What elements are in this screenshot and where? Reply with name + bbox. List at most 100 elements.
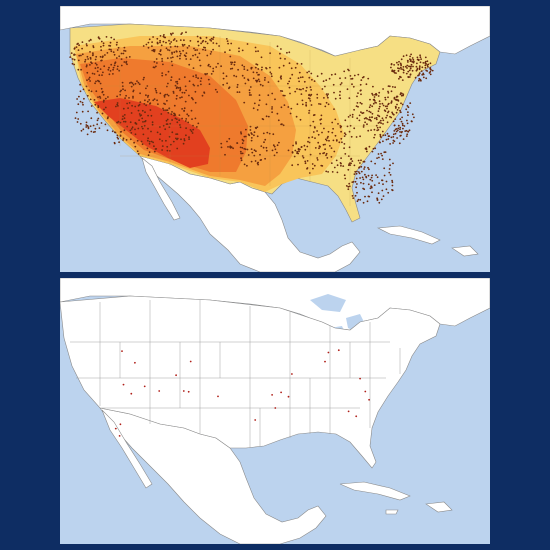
map-dot	[207, 63, 210, 66]
map-dot	[153, 61, 156, 63]
map-dot	[310, 89, 312, 91]
map-dot	[327, 351, 330, 354]
map-dot	[122, 115, 124, 118]
map-dot	[288, 51, 291, 54]
map-dot	[313, 164, 316, 167]
map-dot	[366, 109, 368, 112]
map-dot	[374, 133, 376, 136]
map-dot	[140, 140, 143, 143]
map-dot	[361, 176, 364, 179]
map-dot	[387, 92, 390, 94]
map-dot	[260, 56, 263, 59]
map-dot	[103, 65, 106, 68]
map-dot	[429, 62, 432, 65]
map-dot	[395, 106, 397, 109]
map-dot	[406, 122, 409, 125]
map-dot	[236, 86, 239, 88]
map-dot	[169, 122, 172, 125]
map-dot	[199, 64, 202, 67]
map-dot	[262, 146, 265, 149]
map-dot	[138, 113, 141, 115]
map-dot	[230, 61, 232, 64]
map-dot	[248, 89, 251, 92]
map-dot	[148, 38, 151, 41]
map-dot	[99, 82, 102, 85]
map-dot	[132, 97, 134, 99]
map-dot	[240, 131, 242, 133]
map-dot	[195, 74, 197, 77]
map-dot	[264, 157, 266, 160]
map-dot	[378, 91, 381, 94]
map-dot	[130, 132, 133, 134]
map-dot	[165, 119, 168, 122]
map-dot	[378, 107, 380, 110]
map-dot	[185, 118, 188, 120]
map-dot	[78, 44, 80, 47]
map-dot	[312, 131, 315, 133]
map-dot	[262, 132, 265, 135]
map-dot	[286, 51, 288, 54]
map-dot	[166, 149, 169, 152]
map-dot	[296, 103, 299, 106]
map-dot	[79, 100, 82, 103]
map-dot	[416, 62, 418, 65]
map-dot	[246, 43, 249, 45]
map-dot	[129, 121, 132, 124]
map-dot	[389, 115, 391, 118]
map-dot	[152, 99, 155, 102]
map-dot	[308, 70, 310, 73]
map-dot	[344, 77, 347, 79]
map-dot	[311, 78, 313, 81]
map-dot	[422, 62, 425, 64]
map-dot	[306, 160, 309, 162]
map-dot	[236, 83, 239, 86]
map-dot	[308, 172, 311, 174]
map-dot	[407, 114, 409, 116]
map-dot	[210, 51, 213, 53]
map-dot	[89, 125, 92, 128]
map-dot	[185, 58, 188, 60]
map-dot	[392, 162, 394, 165]
map-dot	[418, 68, 421, 71]
map-dot	[166, 118, 169, 121]
map-dot	[142, 45, 145, 47]
map-dot	[189, 40, 192, 42]
map-dot	[168, 135, 171, 138]
map-dot	[381, 189, 384, 192]
map-dot	[220, 65, 223, 68]
map-dot	[357, 159, 360, 162]
map-dot	[429, 73, 432, 76]
map-dot	[87, 127, 90, 130]
map-dot	[371, 150, 374, 153]
map-dot	[343, 143, 346, 145]
map-dot	[102, 71, 104, 74]
map-dot	[254, 46, 257, 49]
map-dot	[400, 68, 403, 70]
map-dot	[103, 108, 105, 111]
map-dot	[111, 130, 114, 133]
map-dot	[381, 102, 384, 105]
map-dot	[299, 76, 302, 79]
map-dot	[207, 78, 210, 81]
map-dot	[191, 118, 193, 120]
map-dot	[326, 137, 329, 139]
map-dot	[130, 128, 133, 130]
map-dot	[339, 162, 342, 164]
map-dot	[357, 92, 359, 94]
map-dot	[360, 89, 362, 92]
map-dot	[352, 197, 355, 200]
map-dot	[367, 77, 370, 80]
jamaica-island	[385, 509, 399, 515]
map-dot	[155, 148, 158, 150]
map-dot	[147, 46, 150, 49]
map-dot	[409, 74, 412, 76]
map-dot	[100, 122, 103, 124]
map-dot	[401, 92, 403, 95]
map-dot	[136, 80, 138, 82]
map-dot	[325, 101, 328, 104]
map-dot	[242, 139, 245, 142]
map-dot	[387, 103, 390, 106]
map-dot	[170, 41, 173, 43]
map-dot	[304, 160, 307, 163]
map-dot	[399, 131, 401, 133]
